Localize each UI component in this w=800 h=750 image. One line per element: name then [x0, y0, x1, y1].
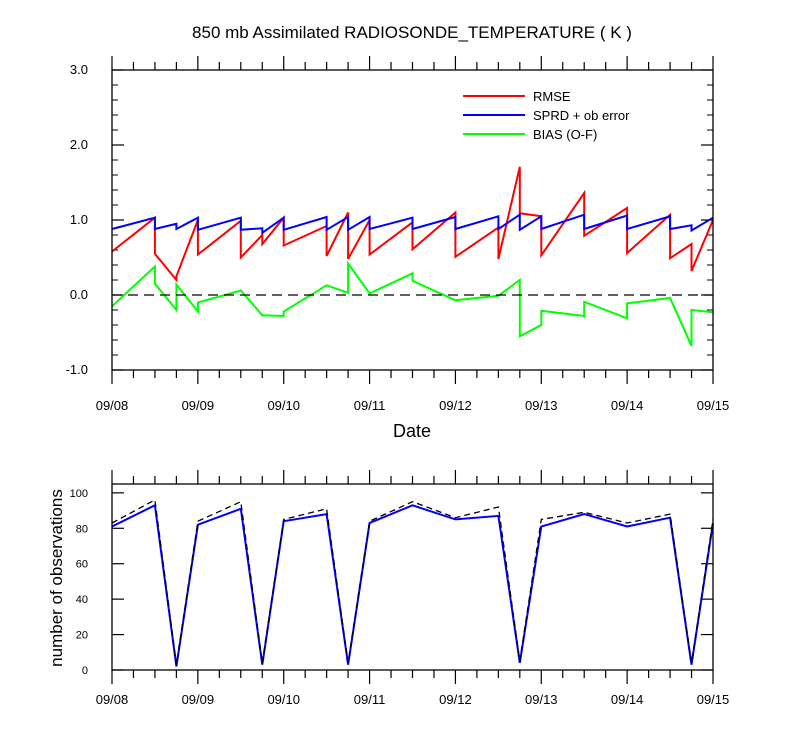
- plot-frame: [111, 483, 714, 671]
- x-tick-label: 09/13: [525, 692, 558, 707]
- legend-entry: BIAS (O-F): [533, 127, 597, 142]
- legend: RMSE SPRD + ob error BIAS (O-F): [463, 89, 630, 142]
- plot-frame: [111, 69, 714, 371]
- x-tick-label: 09/08: [96, 398, 129, 413]
- x-tick-label: 09/14: [611, 398, 644, 413]
- y-tick-labels: 0 20 40 60 80 100: [70, 488, 88, 677]
- y-axis-label: number of observations: [47, 489, 66, 667]
- bottom-chart: number of observations 0 20 40 60 80 100 09/0…: [47, 470, 729, 707]
- y-tick-label: 2.0: [70, 137, 88, 152]
- y-tick-label: -1.0: [66, 362, 88, 377]
- x-tick-label: 09/10: [267, 398, 300, 413]
- series-line-sprd-ob-error: [111, 212, 714, 235]
- series-line-bias-o-f: [111, 260, 714, 347]
- legend-entry: SPRD + ob error: [533, 108, 630, 123]
- x-tick-label: 09/13: [525, 398, 558, 413]
- top-chart: 850 mb Assimilated RADIOSONDE_TEMPERATUR…: [66, 23, 730, 441]
- series-line-assimilated: [111, 503, 714, 667]
- x-tick-label: 09/10: [267, 692, 300, 707]
- y-tick-label: 3.0: [70, 62, 88, 77]
- y-tick-label: 0: [82, 665, 88, 677]
- x-tick-label: 09/09: [182, 692, 215, 707]
- y-tick-label: 0.0: [70, 287, 88, 302]
- x-axis-label: Date: [393, 421, 431, 441]
- x-tick-labels: 09/08 09/09 09/10 09/11 09/12 09/13 09/14 09/15: [96, 398, 730, 413]
- series-lines: [111, 166, 714, 347]
- y-tick-label: 1.0: [70, 212, 88, 227]
- y-tick-label: 20: [76, 630, 88, 642]
- series-line-total: [111, 498, 714, 665]
- y-tick-labels: -1.0 0.0 1.0 2.0 3.0: [66, 62, 88, 377]
- y-tick-label: 60: [76, 559, 88, 571]
- x-tick-label: 09/11: [354, 398, 386, 413]
- chart-title: 850 mb Assimilated RADIOSONDE_TEMPERATUR…: [192, 23, 632, 42]
- x-tick-label: 09/15: [697, 692, 730, 707]
- y-tick-label: 80: [76, 523, 88, 535]
- legend-entry: RMSE: [533, 89, 571, 104]
- x-tick-label: 09/11: [354, 692, 386, 707]
- x-tick-label: 09/09: [182, 398, 215, 413]
- x-tick-label: 09/14: [611, 692, 644, 707]
- x-tick-label: 09/08: [96, 692, 129, 707]
- series-line-rmse: [111, 166, 714, 283]
- tick-marks: [111, 470, 714, 684]
- x-tick-label: 09/12: [439, 692, 472, 707]
- x-tick-label: 09/12: [439, 398, 472, 413]
- x-tick-label: 09/15: [697, 398, 730, 413]
- series-lines: [111, 498, 714, 667]
- y-tick-label: 40: [76, 594, 88, 606]
- y-tick-label: 100: [70, 488, 88, 500]
- x-tick-labels: 09/08 09/09 09/10 09/11 09/12 09/13 09/14 09/15: [96, 692, 730, 707]
